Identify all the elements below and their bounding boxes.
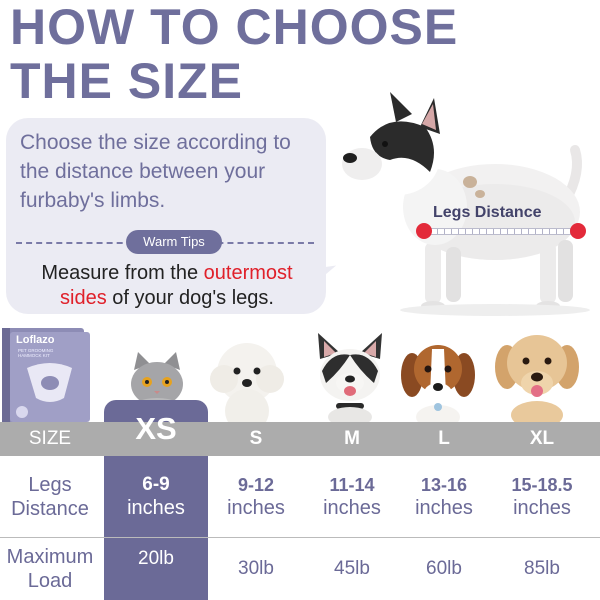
- svg-text:Loflazo: Loflazo: [16, 334, 55, 346]
- legs-distance-label: Legs Distance: [0, 456, 100, 538]
- tip-note: Measure from the outermost sides of your …: [14, 261, 320, 311]
- svg-text:HAMMOCK KIT: HAMMOCK KIT: [18, 353, 50, 358]
- tip-note-after: of your dog's legs.: [106, 287, 274, 309]
- legs-range-xs: 6-9: [142, 474, 170, 495]
- legs-value-m: 11-14 inches: [304, 456, 400, 538]
- legs-value-xs: 6-9 inches: [104, 456, 208, 538]
- size-l: L: [438, 428, 450, 449]
- load-value-s: 30lb: [238, 558, 274, 579]
- size-m: M: [344, 428, 360, 449]
- size-header-label: SIZE: [28, 428, 72, 449]
- load-value-xs: 20lb: [138, 548, 174, 569]
- legs-label-line2: Distance: [11, 498, 89, 520]
- poodle-illustration: [210, 343, 284, 425]
- bulldog-illustration: [318, 333, 382, 425]
- legs-unit-xs: inches: [127, 497, 185, 519]
- legs-distance-indicator: Legs Distance: [415, 200, 586, 244]
- maximum-load-row: Maximum Load 20lb 30lb 45lb 60lb 85lb: [0, 538, 600, 600]
- measure-ruler: [423, 228, 579, 235]
- svg-text:PET GROOMING: PET GROOMING: [18, 348, 54, 353]
- legs-label-line1: Legs: [28, 474, 72, 496]
- legs-unit-xl: inches: [513, 497, 571, 519]
- tip-note-highlight-1: outermost: [203, 262, 293, 284]
- legs-value-l: 13-16 inches: [398, 456, 490, 538]
- load-label-line2: Load: [27, 570, 73, 592]
- legs-range-m: 11-14: [329, 475, 375, 495]
- legs-value-s: 9-12 inches: [208, 456, 304, 538]
- load-value-m: 45lb: [334, 558, 370, 579]
- load-value-xl: 85lb: [524, 558, 560, 579]
- tip-note-before: Measure from the: [41, 262, 204, 284]
- legs-unit-s: inches: [227, 497, 285, 519]
- labrador-illustration: [495, 335, 579, 425]
- size-s: S: [249, 428, 263, 449]
- measure-point-left: [416, 223, 432, 239]
- size-xs: XS: [135, 411, 177, 446]
- pet-size-illustrations: [0, 325, 600, 425]
- legs-value-xl: 15-18.5 inches: [490, 456, 594, 538]
- tip-card: Choose the size according to the distanc…: [6, 118, 340, 314]
- size-header-row: SIZE XS S M L XL: [0, 411, 600, 456]
- measure-point-right: [570, 223, 586, 239]
- page-title-line2: THE SIZE: [10, 53, 244, 109]
- tip-main-text: Choose the size according to the distanc…: [20, 131, 291, 212]
- tip-note-highlight-2: sides: [60, 287, 107, 309]
- measure-label: Legs Distance: [433, 204, 542, 221]
- legs-unit-m: inches: [323, 497, 381, 519]
- load-value-l: 60lb: [426, 558, 462, 579]
- load-label-line1: Maximum: [6, 546, 94, 568]
- french-bulldog-illustration: [342, 92, 590, 316]
- size-xl: XL: [529, 428, 555, 449]
- page-title-line1: HOW TO CHOOSE: [10, 0, 459, 55]
- legs-range-s: 9-12: [237, 475, 275, 495]
- legs-distance-row: Legs Distance 6-9 inches 9-12 inches 11-…: [0, 456, 600, 538]
- product-box-image: Loflazo PET GROOMING HAMMOCK KIT: [2, 328, 90, 422]
- legs-range-xl: 15-18.5: [511, 475, 573, 495]
- legs-unit-l: inches: [415, 497, 473, 519]
- beagle-illustration: [401, 345, 475, 425]
- warm-tips-badge: Warm Tips: [126, 230, 222, 254]
- maximum-load-label: Maximum Load: [0, 538, 100, 600]
- legs-range-l: 13-16: [420, 475, 468, 495]
